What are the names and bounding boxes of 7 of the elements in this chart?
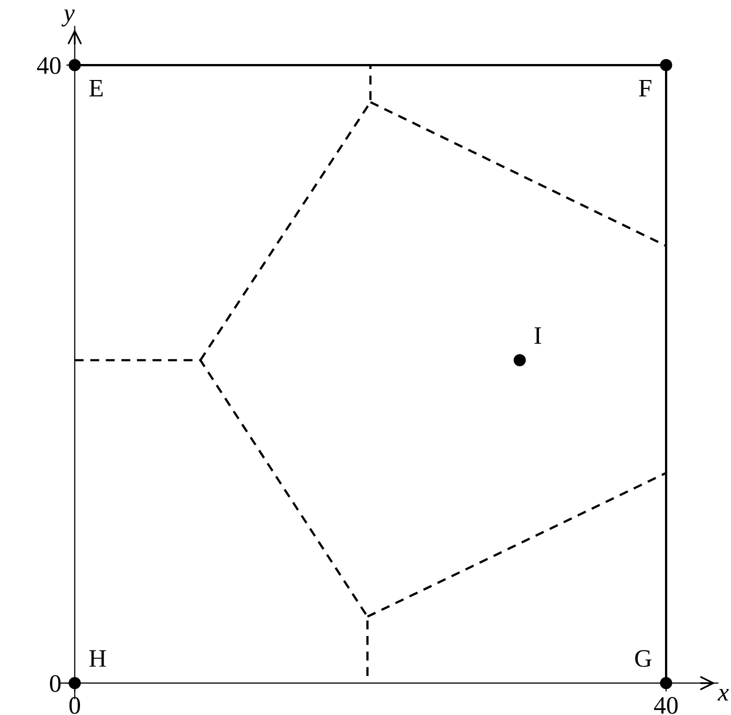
annotation: G: [635, 650, 652, 667]
x-axis-title: x: [718, 688, 729, 700]
annotation: F: [639, 80, 652, 96]
annotation: E: [89, 80, 103, 96]
annotation: I: [534, 327, 542, 344]
y-axis-title: y: [62, 10, 75, 26]
annotation: H: [89, 650, 106, 667]
